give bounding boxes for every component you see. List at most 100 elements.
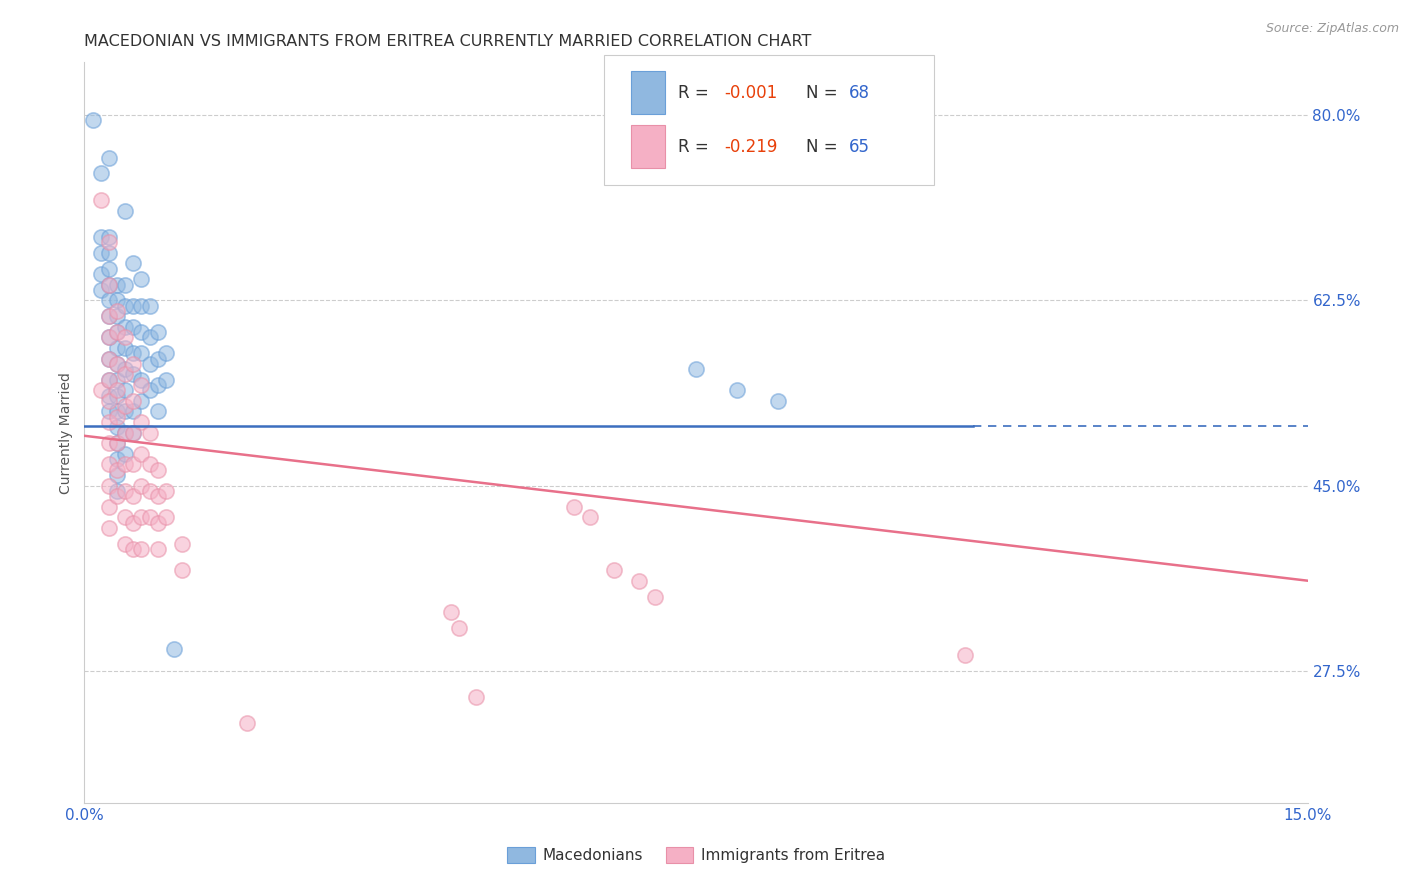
- Point: [236, 716, 259, 731]
- FancyBboxPatch shape: [605, 55, 935, 185]
- Point: [105, 357, 128, 371]
- Point: [603, 563, 626, 577]
- Text: 68: 68: [849, 84, 870, 102]
- Point: [172, 563, 194, 577]
- Point: [122, 516, 145, 530]
- Point: [90, 384, 112, 398]
- Point: [146, 378, 169, 392]
- Point: [114, 203, 136, 218]
- Point: [131, 541, 153, 556]
- Point: [579, 510, 602, 524]
- Text: R =: R =: [678, 84, 714, 102]
- Point: [105, 409, 128, 424]
- Point: [138, 330, 160, 344]
- Point: [131, 325, 153, 339]
- Point: [90, 230, 112, 244]
- Point: [114, 384, 136, 398]
- Point: [105, 462, 128, 476]
- Point: [105, 357, 128, 371]
- Point: [105, 467, 128, 482]
- Point: [114, 483, 136, 498]
- Point: [105, 325, 128, 339]
- Point: [163, 642, 186, 657]
- Point: [97, 351, 120, 366]
- Text: -0.001: -0.001: [724, 84, 778, 102]
- Point: [146, 462, 169, 476]
- Point: [105, 325, 128, 339]
- Point: [105, 483, 128, 498]
- Text: Source: ZipAtlas.com: Source: ZipAtlas.com: [1265, 22, 1399, 36]
- Point: [97, 521, 120, 535]
- Point: [122, 458, 145, 472]
- Point: [114, 341, 136, 355]
- Point: [122, 404, 145, 418]
- Point: [449, 621, 471, 635]
- Text: MACEDONIAN VS IMMIGRANTS FROM ERITREA CURRENTLY MARRIED CORRELATION CHART: MACEDONIAN VS IMMIGRANTS FROM ERITREA CU…: [84, 34, 811, 49]
- Point: [97, 388, 120, 402]
- Point: [97, 373, 120, 387]
- Point: [97, 235, 120, 250]
- Point: [97, 277, 120, 292]
- Point: [146, 541, 169, 556]
- Point: [131, 373, 153, 387]
- Point: [105, 310, 128, 324]
- Point: [105, 373, 128, 387]
- Text: N =: N =: [806, 138, 844, 156]
- Point: [90, 245, 112, 260]
- Point: [172, 536, 194, 550]
- Point: [131, 272, 153, 286]
- Point: [138, 425, 160, 440]
- Point: [105, 404, 128, 418]
- Point: [105, 384, 128, 398]
- Point: [105, 436, 128, 450]
- Point: [146, 325, 169, 339]
- Point: [97, 230, 120, 244]
- Point: [97, 310, 120, 324]
- Point: [685, 362, 707, 376]
- Point: [138, 299, 160, 313]
- Point: [138, 510, 160, 524]
- Y-axis label: Currently Married: Currently Married: [59, 372, 73, 493]
- Point: [97, 351, 120, 366]
- Point: [146, 489, 169, 503]
- Point: [122, 357, 145, 371]
- Point: [90, 166, 112, 180]
- Point: [97, 404, 120, 418]
- Point: [114, 425, 136, 440]
- Point: [146, 404, 169, 418]
- Text: -0.219: -0.219: [724, 138, 778, 156]
- Point: [90, 193, 112, 207]
- Point: [97, 277, 120, 292]
- Point: [131, 378, 153, 392]
- Point: [766, 393, 789, 408]
- Point: [97, 310, 120, 324]
- Point: [97, 478, 120, 492]
- Point: [562, 500, 585, 514]
- Point: [122, 319, 145, 334]
- FancyBboxPatch shape: [631, 126, 665, 169]
- Point: [105, 304, 128, 318]
- Point: [97, 151, 120, 165]
- Point: [138, 458, 160, 472]
- Point: [122, 489, 145, 503]
- Point: [97, 436, 120, 450]
- FancyBboxPatch shape: [631, 71, 665, 114]
- Point: [97, 393, 120, 408]
- Point: [122, 368, 145, 382]
- Point: [105, 293, 128, 308]
- Text: R =: R =: [678, 138, 714, 156]
- Point: [146, 516, 169, 530]
- Point: [114, 399, 136, 413]
- Point: [105, 436, 128, 450]
- Point: [114, 510, 136, 524]
- Point: [82, 112, 104, 127]
- Point: [114, 447, 136, 461]
- Point: [105, 420, 128, 434]
- Point: [105, 341, 128, 355]
- Point: [97, 293, 120, 308]
- Point: [155, 483, 177, 498]
- Point: [114, 404, 136, 418]
- Point: [97, 458, 120, 472]
- Point: [155, 373, 177, 387]
- Point: [131, 346, 153, 360]
